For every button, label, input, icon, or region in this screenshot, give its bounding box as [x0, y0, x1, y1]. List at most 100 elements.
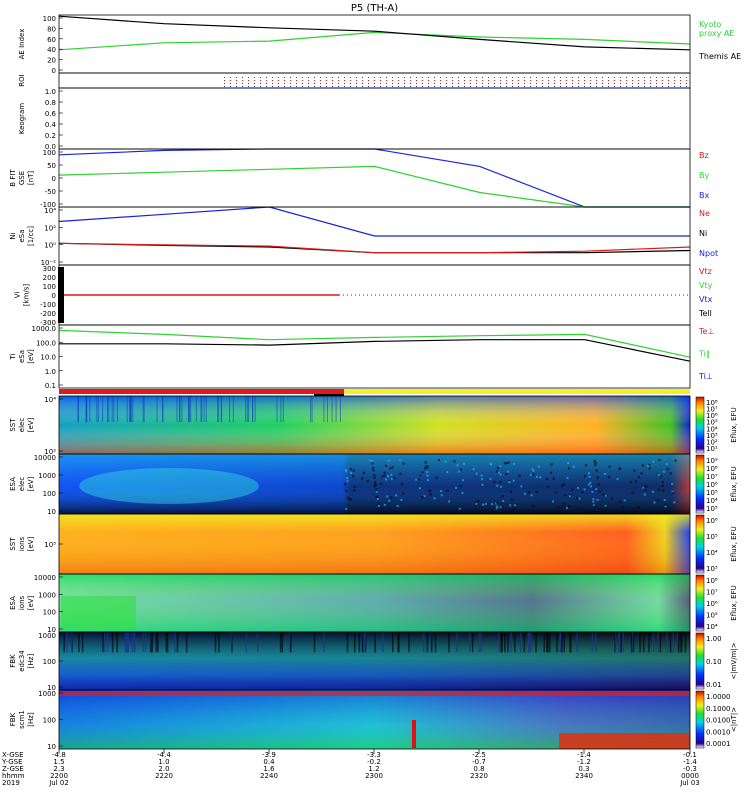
- roi-dot: [338, 80, 339, 81]
- sst-elec-streak: [331, 396, 333, 423]
- esa-elec-speckle: [608, 465, 611, 468]
- roi-dot: [236, 77, 237, 78]
- esa-elec-speckle: [631, 491, 634, 494]
- roi-dot: [446, 86, 447, 87]
- roi-dot: [602, 86, 603, 87]
- esa-elec-speckle: [353, 485, 356, 488]
- esa-elec-speckle: [653, 501, 656, 504]
- sst-elec-streak: [248, 396, 250, 423]
- roi-dot: [632, 86, 633, 87]
- xaxis-value: 0.8: [473, 765, 484, 773]
- esa-elec-speckle: [346, 496, 349, 499]
- fbk-edc-streak: [125, 632, 128, 653]
- sst-elec-streak: [89, 396, 91, 423]
- roi-dot: [332, 80, 333, 81]
- fbk-scm-band: [559, 733, 690, 749]
- panel-vi-tick: -200: [40, 310, 56, 318]
- esa-elec-speckle: [462, 479, 465, 482]
- panel-esa_i-ylabel: [eV]: [27, 595, 35, 610]
- esa-elec-speckle: [346, 479, 349, 482]
- esa-elec-speckle: [400, 498, 403, 501]
- sst-elec-streak: [142, 396, 144, 423]
- roi-dot: [638, 80, 639, 81]
- esa-elec-speckle: [532, 473, 535, 476]
- esa-elec-speckle: [426, 479, 429, 482]
- esa-elec-speckle: [495, 507, 498, 510]
- esa-elec-speckle: [366, 479, 369, 482]
- roi-dot: [416, 80, 417, 81]
- esa-elec-speckle: [455, 486, 458, 489]
- roi-dot: [650, 80, 651, 81]
- esa-elec-speckle: [523, 492, 526, 495]
- esa-elec-speckle: [390, 477, 393, 480]
- fbk-edc-streak: [358, 632, 361, 653]
- roi-dot: [524, 83, 525, 84]
- roi-dot: [284, 83, 285, 84]
- fbk-edc-streak: [313, 632, 316, 653]
- roi-dot: [674, 77, 675, 78]
- esa-elec-speckle: [489, 477, 492, 480]
- panel-esa_e-ylabel: ESA: [9, 477, 17, 491]
- roi-dot: [446, 83, 447, 84]
- esa-elec-speckle: [508, 479, 511, 482]
- esa-elec-speckle: [591, 491, 594, 494]
- roi-dot: [356, 83, 357, 84]
- roi-dot: [656, 77, 657, 78]
- fbk-edc-streak: [107, 632, 109, 653]
- roi-dot: [482, 77, 483, 78]
- esa-elec-speckle: [581, 490, 584, 493]
- esa-elec-speckle: [424, 467, 427, 470]
- roi-dot: [650, 83, 651, 84]
- panel-sst_e-ylabel: SST: [9, 418, 17, 432]
- roi-dot: [470, 80, 471, 81]
- panel-ti-tick: 10.0: [40, 354, 56, 362]
- roi-dot: [368, 77, 369, 78]
- roi-dot: [602, 80, 603, 81]
- roi-dot: [326, 80, 327, 81]
- roi-dot: [668, 77, 669, 78]
- esa-elec-speckle: [496, 484, 499, 487]
- series-by: [58, 165, 690, 208]
- esa-elec-speckle: [435, 476, 438, 479]
- esa-elec-speckle: [596, 498, 599, 501]
- esa-elec-speckle: [499, 465, 502, 468]
- fbk-edc-streak: [150, 632, 152, 653]
- roi-dot: [662, 86, 663, 87]
- esa-elec-speckle: [346, 476, 349, 479]
- roi-dot: [278, 80, 279, 81]
- colorbar-sst_i-label: Eflux, EFU: [730, 526, 738, 561]
- roi-dot: [608, 80, 609, 81]
- esa-elec-speckle: [505, 472, 508, 475]
- esa-elec-speckle: [535, 491, 538, 494]
- sst-elec-streak: [254, 396, 256, 423]
- roi-dot: [392, 83, 393, 84]
- fbk-edc-streak: [374, 632, 376, 653]
- panel-bfit-tick: 50: [47, 162, 56, 170]
- roi-dot: [542, 77, 543, 78]
- esa-elec-speckle: [664, 505, 667, 508]
- esa-elec-speckle: [499, 473, 502, 476]
- sst-elec-streak: [188, 396, 190, 423]
- sst-elec-streak: [310, 396, 312, 423]
- fbk-edc-streak: [652, 632, 655, 653]
- fbk-edc-streak: [176, 632, 179, 653]
- colorbar-esa_i-tick: 10⁵: [706, 612, 718, 620]
- colorbar-fbk_e-label: <|mV/m|>: [730, 642, 738, 679]
- esa-elec-speckle: [383, 471, 386, 474]
- esa-elec-speckle: [402, 462, 405, 465]
- esa-elec-speckle: [381, 475, 384, 478]
- esa-elec-speckle: [568, 505, 571, 508]
- fbk-edc-streak: [576, 632, 579, 653]
- roi-dot: [644, 77, 645, 78]
- sst-elec-streak: [200, 396, 202, 423]
- roi-dot: [242, 80, 243, 81]
- fbk-edc-streak: [363, 632, 365, 653]
- roi-dot: [680, 80, 681, 81]
- xaxis-value: -4.8: [52, 751, 66, 759]
- fbk-edc-streak: [563, 632, 565, 653]
- xaxis-value: 2340: [575, 772, 593, 780]
- esa_e-spectrogram-overlay: [59, 454, 690, 514]
- fbk-edc-streak: [281, 632, 284, 653]
- roi-dot: [482, 80, 483, 81]
- esa-elec-speckle: [368, 459, 371, 462]
